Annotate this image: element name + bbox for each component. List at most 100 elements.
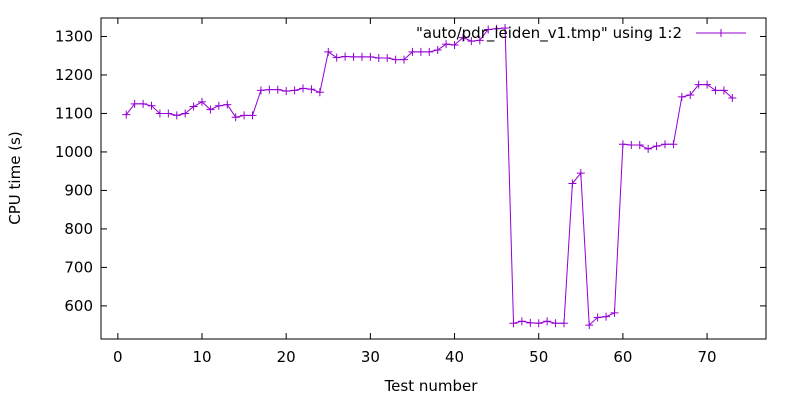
data-point-marker	[349, 52, 358, 61]
data-point-marker	[635, 141, 644, 150]
data-point-marker	[677, 92, 686, 101]
x-tick-label: 60	[613, 348, 632, 366]
y-tick-label: 1200	[55, 66, 93, 84]
y-tick-label: 1000	[55, 143, 93, 161]
y-tick-label: 1100	[55, 104, 93, 122]
data-point-marker	[282, 87, 291, 96]
data-point-marker	[442, 40, 451, 49]
data-point-marker	[509, 319, 518, 328]
x-tick-label: 0	[113, 348, 123, 366]
data-point-marker	[223, 100, 232, 109]
data-point-marker	[198, 97, 207, 106]
data-point-marker	[458, 33, 467, 42]
data-point-marker	[400, 55, 409, 64]
data-point-marker	[273, 85, 282, 94]
data-point-marker	[366, 52, 375, 61]
data-point-marker	[475, 36, 484, 45]
legend-marker	[717, 29, 725, 37]
data-point-marker	[576, 169, 585, 178]
data-point-marker	[391, 55, 400, 64]
data-point-marker	[652, 142, 661, 151]
x-tick-label: 50	[529, 348, 548, 366]
data-point-marker	[585, 321, 594, 330]
data-point-marker	[686, 90, 695, 99]
data-point-marker	[181, 109, 190, 118]
data-point-marker	[147, 101, 156, 110]
data-point-marker	[719, 86, 728, 95]
series-layer	[122, 24, 737, 330]
data-point-marker	[122, 110, 131, 119]
data-point-marker	[332, 53, 341, 62]
data-point-marker	[618, 140, 627, 149]
x-tick-label: 40	[445, 348, 464, 366]
data-point-marker	[711, 86, 720, 95]
y-tick-label: 1300	[55, 27, 93, 45]
data-point-marker	[139, 99, 148, 108]
data-point-marker	[559, 319, 568, 328]
x-axis: 0 10 20 30 40 50 60 70	[113, 18, 717, 366]
x-tick-label: 30	[361, 348, 380, 366]
data-point-marker	[408, 47, 417, 56]
y-tick-label: 700	[64, 258, 93, 276]
data-point-marker	[155, 109, 164, 118]
y-tick-label: 600	[64, 297, 93, 315]
data-point-marker	[130, 99, 139, 108]
data-point-marker	[206, 105, 215, 114]
data-point-marker	[593, 313, 602, 322]
data-point-marker	[484, 25, 493, 34]
data-point-marker	[315, 88, 324, 97]
data-point-marker	[467, 37, 476, 46]
y-tick-label: 800	[64, 220, 93, 238]
data-point-marker	[517, 317, 526, 326]
data-point-marker	[543, 317, 552, 326]
x-tick-label: 70	[698, 348, 717, 366]
data-point-marker	[299, 84, 308, 93]
data-point-marker	[644, 144, 653, 153]
data-point-marker	[214, 101, 223, 110]
data-point-marker	[307, 85, 316, 94]
plot-frame	[100, 17, 767, 340]
data-point-marker	[551, 319, 560, 328]
data-point-marker	[265, 85, 274, 94]
data-point-marker	[164, 109, 173, 118]
data-point-marker	[627, 141, 636, 150]
data-point-marker	[728, 94, 737, 103]
data-point-marker	[492, 24, 501, 33]
data-point-marker	[374, 54, 383, 63]
x-axis-label: Test number	[384, 377, 479, 395]
data-point-marker	[189, 102, 198, 111]
y-axis: 600 700 800 900 1000 1100 1200 1300	[55, 27, 766, 315]
data-point-marker	[694, 80, 703, 89]
x-tick-label: 20	[277, 348, 296, 366]
data-point-marker	[433, 45, 442, 54]
data-point-marker	[231, 113, 240, 122]
data-point-marker	[602, 312, 611, 321]
data-point-marker	[526, 318, 535, 327]
y-tick-label: 900	[64, 181, 93, 199]
data-point-marker	[425, 47, 434, 56]
data-point-marker	[450, 40, 459, 49]
data-point-marker	[341, 52, 350, 61]
data-point-marker	[256, 86, 265, 95]
data-point-marker	[172, 111, 181, 120]
data-point-marker	[703, 80, 712, 89]
data-point-marker	[240, 111, 249, 120]
legend: "auto/pdr_leiden_v1.tmp" using 1:2	[416, 24, 746, 43]
y-axis-label: CPU time (s)	[6, 131, 24, 224]
data-point-marker	[501, 24, 510, 33]
x-tick-label: 10	[192, 348, 211, 366]
data-point-marker	[324, 47, 333, 56]
data-point-marker	[383, 54, 392, 63]
data-point-marker	[290, 86, 299, 95]
legend-plus-marker	[717, 29, 725, 37]
legend-label: "auto/pdr_leiden_v1.tmp" using 1:2	[416, 24, 682, 43]
data-point-marker	[568, 179, 577, 188]
data-point-marker	[669, 140, 678, 149]
data-point-marker	[610, 308, 619, 317]
data-point-marker	[357, 52, 366, 61]
data-point-marker	[416, 47, 425, 56]
data-point-marker	[660, 140, 669, 149]
data-point-marker	[248, 111, 257, 120]
data-point-marker	[534, 319, 543, 328]
